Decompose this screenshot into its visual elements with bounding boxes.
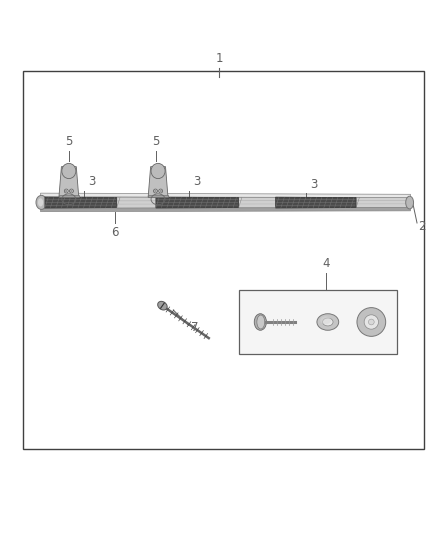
Ellipse shape xyxy=(406,196,413,209)
Text: 5: 5 xyxy=(65,135,73,148)
Text: 5: 5 xyxy=(152,135,159,148)
Ellipse shape xyxy=(151,164,165,179)
Text: 3: 3 xyxy=(88,175,96,188)
Ellipse shape xyxy=(71,190,72,192)
Ellipse shape xyxy=(65,190,67,192)
Ellipse shape xyxy=(322,318,333,326)
Ellipse shape xyxy=(368,319,374,325)
Polygon shape xyxy=(276,197,356,208)
Polygon shape xyxy=(59,195,79,197)
Text: 7: 7 xyxy=(191,321,198,334)
Bar xyxy=(239,290,397,353)
Ellipse shape xyxy=(257,315,265,329)
Polygon shape xyxy=(41,197,410,208)
Polygon shape xyxy=(156,197,239,208)
Polygon shape xyxy=(41,207,410,212)
Text: 2: 2 xyxy=(418,220,426,232)
Ellipse shape xyxy=(36,196,47,209)
Ellipse shape xyxy=(364,315,378,329)
Ellipse shape xyxy=(159,189,162,193)
Text: 4: 4 xyxy=(322,257,330,270)
Text: 6: 6 xyxy=(111,225,118,239)
Bar xyxy=(23,71,424,449)
Text: 1: 1 xyxy=(215,52,223,66)
Ellipse shape xyxy=(357,308,386,336)
Polygon shape xyxy=(59,167,79,197)
Ellipse shape xyxy=(320,316,331,324)
Ellipse shape xyxy=(317,314,339,330)
Ellipse shape xyxy=(254,314,266,330)
Polygon shape xyxy=(41,193,410,198)
Ellipse shape xyxy=(38,198,43,206)
Polygon shape xyxy=(148,195,168,197)
Polygon shape xyxy=(148,167,168,197)
Polygon shape xyxy=(45,197,117,208)
Ellipse shape xyxy=(62,164,76,179)
Text: 3: 3 xyxy=(193,175,200,188)
Ellipse shape xyxy=(158,301,167,310)
Ellipse shape xyxy=(153,189,157,193)
Ellipse shape xyxy=(64,189,68,193)
Text: 3: 3 xyxy=(311,177,318,191)
Ellipse shape xyxy=(160,190,162,192)
Ellipse shape xyxy=(155,190,156,192)
Ellipse shape xyxy=(70,189,74,193)
